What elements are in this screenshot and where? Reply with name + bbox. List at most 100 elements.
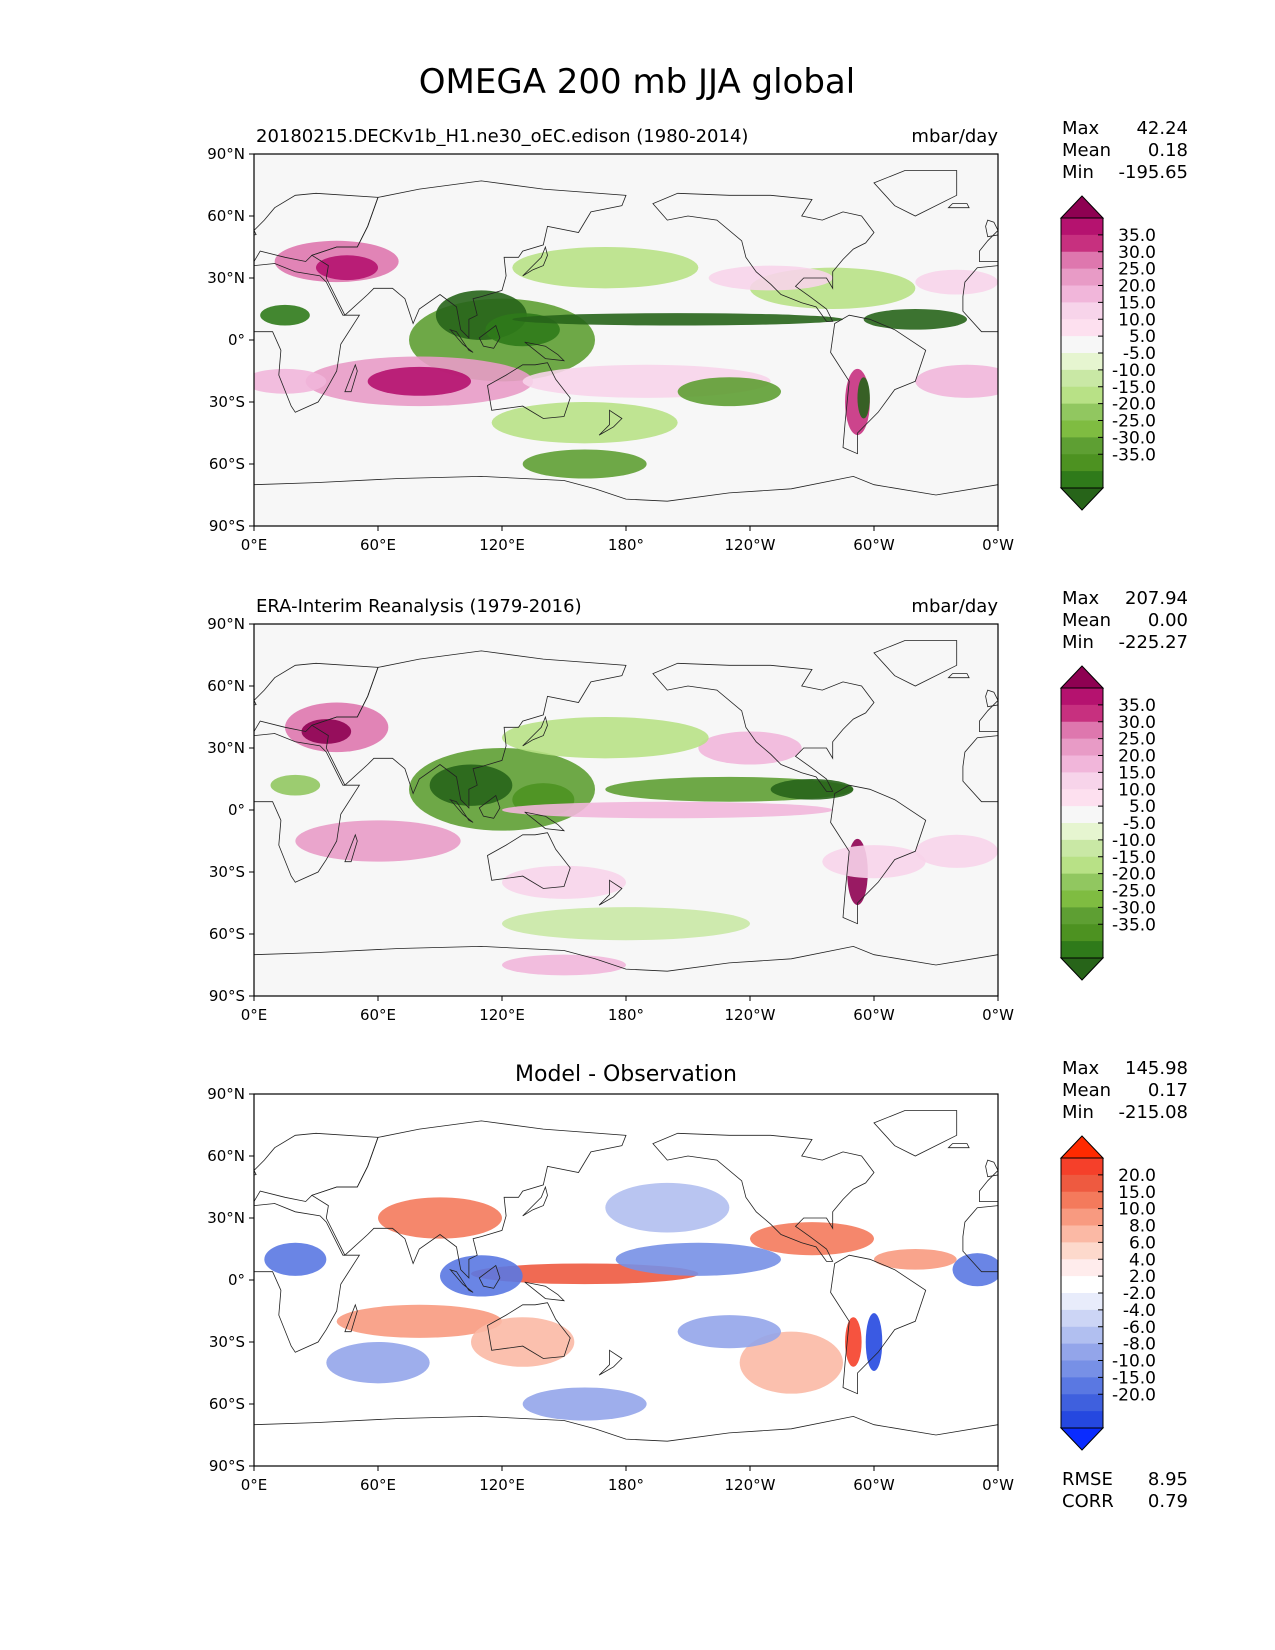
lat-tick-label: 30°N [207, 1209, 245, 1227]
lat-tick-label: 90°N [207, 145, 245, 163]
lon-tick-label: 120°W [725, 1476, 776, 1494]
field-contour [502, 954, 626, 976]
colorbar-segment [1061, 353, 1103, 371]
field-contour [522, 1387, 647, 1421]
lat-tick-label: 30°S [209, 393, 245, 411]
colorbar-tick-label: 5.0 [1129, 797, 1156, 817]
colorbar-segment [1061, 319, 1103, 337]
colorbar-tick-label: -10.0 [1112, 1352, 1156, 1372]
colorbar-tick-label: 10.0 [1118, 310, 1156, 330]
colorbar-segment [1061, 789, 1103, 807]
lon-tick-label: 120°E [479, 536, 525, 554]
colorbar-segment [1061, 454, 1103, 472]
coastline-sumatra [449, 798, 474, 823]
lat-tick-label: 90°N [207, 615, 245, 633]
lon-tick-label: 120°W [725, 536, 776, 554]
lat-tick-label: 60°N [207, 1147, 245, 1165]
field-contour [845, 1317, 862, 1367]
lat-tick-label: 90°N [207, 1085, 245, 1103]
map-panel-3: 90°N 60°N 30°N 0° 30°S 60°S 90°S0°E 60°E 120°E 18… [207, 1058, 1188, 1512]
field-contour [429, 764, 513, 806]
colorbar-tick-label: -30.0 [1112, 898, 1156, 918]
stat-value: -195.65 [1119, 162, 1188, 183]
colorbar-tick-label: 5.0 [1129, 327, 1156, 347]
colorbar-tick-label: -5.0 [1123, 814, 1156, 834]
colorbar-tick-label: 6.0 [1129, 1233, 1156, 1253]
field-contour [378, 1197, 502, 1239]
coastline-africa [254, 263, 361, 413]
colorbar-tick-label: 15.0 [1118, 1183, 1156, 1203]
field-contour [677, 1315, 781, 1349]
colorbar-segment [1061, 471, 1103, 489]
lon-tick-label: 0°W [982, 536, 1014, 554]
field-contour [522, 449, 647, 479]
stat-value: -215.08 [1119, 1102, 1188, 1123]
coastline-asia [310, 1120, 627, 1279]
colorbar-tick-label: -25.0 [1112, 412, 1156, 432]
coastline-nz [598, 1349, 623, 1376]
colorbar-tick-label: 35.0 [1118, 226, 1156, 246]
lat-tick-label: 0° [228, 1271, 245, 1289]
coastline-greenland [873, 170, 958, 217]
field-contour [863, 309, 967, 330]
colorbar-segment [1061, 1326, 1103, 1345]
lon-tick-label: 60°W [853, 536, 895, 554]
lon-tick-label: 60°E [360, 536, 396, 554]
coastline-newguinea [524, 1281, 566, 1302]
colorbar-segment [1061, 806, 1103, 824]
colorbar-segment [1061, 251, 1103, 270]
coastline-australia [487, 1302, 571, 1359]
coastline-sumatra [449, 1268, 474, 1293]
stat-label: Min [1062, 162, 1094, 183]
lat-tick-label: 90°S [209, 1457, 245, 1475]
field-contour [295, 820, 461, 862]
coastline-africa [254, 733, 361, 883]
panel-title: 20180215.DECKv1b_H1.ne30_oEC.edison (198… [256, 126, 748, 147]
coastline-samerica [830, 784, 927, 925]
field-contour [874, 1249, 957, 1270]
map-panel-1: 90°N 60°N 30°N 0° 30°S 60°S 90°S0°E 60°E 120°E 18… [207, 118, 1188, 554]
colorbar-segment [1061, 856, 1103, 875]
stat-value: 145.98 [1125, 1058, 1188, 1079]
lon-tick-label: 120°E [479, 1006, 525, 1024]
lat-tick-label: 30°S [209, 863, 245, 881]
colorbar-extend-min [1059, 487, 1105, 511]
metric-label: CORR [1062, 1491, 1114, 1512]
field-contour [254, 368, 327, 394]
colorbar-segment [1061, 1174, 1103, 1193]
colorbar-segment [1061, 823, 1103, 841]
lon-tick-label: 0°W [982, 1006, 1014, 1024]
stat-label: Mean [1062, 1080, 1111, 1101]
colorbar-segment [1061, 268, 1103, 286]
colorbar-segment [1061, 234, 1103, 253]
colorbar-tick-label: 35.0 [1118, 696, 1156, 716]
colorbar-tick-label: -10.0 [1112, 361, 1156, 381]
colorbar-segment [1061, 704, 1103, 723]
colorbar-segment [1061, 1259, 1103, 1277]
coastline-uk [985, 689, 998, 708]
coastline-australia [487, 362, 571, 419]
panel-title: ERA-Interim Reanalysis (1979-2016) [256, 596, 582, 617]
lat-tick-label: 60°S [209, 455, 245, 473]
colorbar-segment [1061, 721, 1103, 740]
colorbar-segment [1061, 1293, 1103, 1311]
field-contour [512, 246, 699, 289]
colorbar-segment [1061, 1276, 1103, 1294]
field-contour [708, 265, 833, 291]
field-contour [264, 1242, 327, 1276]
coastline-nz [598, 409, 623, 436]
stat-label: Mean [1062, 610, 1111, 631]
coastline-japan [522, 245, 548, 277]
colorbar-segment [1061, 873, 1103, 891]
panel-units: mbar/day [911, 596, 998, 617]
lon-tick-label: 60°W [853, 1006, 895, 1024]
lon-tick-label: 60°E [360, 1476, 396, 1494]
coastline-japan [1267, 717, 1275, 746]
coastline-madagascar [344, 833, 358, 863]
lat-tick-label: 60°N [207, 207, 245, 225]
coastline-iceland [947, 1143, 970, 1149]
field-contour [857, 377, 870, 419]
colorbar-segment [1061, 1411, 1103, 1429]
field-contour [367, 366, 472, 396]
